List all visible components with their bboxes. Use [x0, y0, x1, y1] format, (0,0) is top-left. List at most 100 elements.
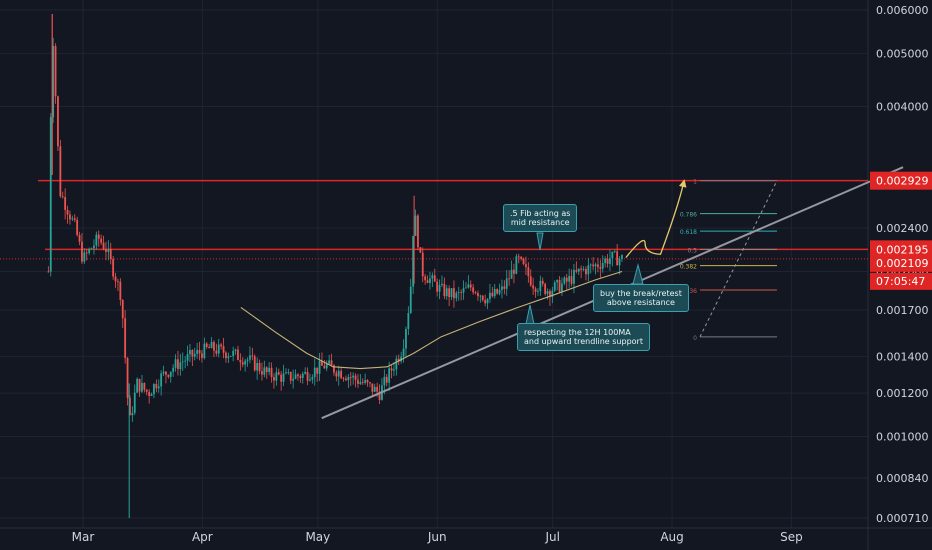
- candle-body: [489, 292, 491, 299]
- candle-body: [277, 372, 280, 375]
- candle-body: [184, 360, 187, 362]
- candle-body: [357, 379, 359, 384]
- candle-body: [107, 248, 110, 252]
- candle-body: [47, 271, 50, 273]
- candle-body: [208, 346, 211, 349]
- candle-body: [157, 386, 160, 389]
- candle-body: [580, 268, 583, 270]
- candle-body: [292, 378, 295, 381]
- time-tick-label: Sep: [780, 530, 803, 544]
- candle-body: [477, 293, 479, 297]
- price-tick-label: 0.001700: [876, 304, 929, 317]
- candle-body: [205, 343, 208, 347]
- candle-body: [172, 367, 175, 372]
- candle-body: [93, 245, 95, 249]
- candle-body: [438, 284, 441, 292]
- candle-body: [453, 288, 455, 299]
- candle-body: [316, 367, 319, 374]
- candle-body: [472, 287, 475, 293]
- candle-body: [141, 382, 143, 392]
- candle-body: [306, 371, 309, 381]
- candle-body: [234, 349, 237, 351]
- candle-body: [421, 252, 424, 277]
- candle-body: [537, 291, 539, 292]
- candle-body: [189, 349, 191, 355]
- candle-body: [479, 295, 482, 297]
- candle-body: [239, 360, 242, 363]
- candle-body: [599, 267, 602, 269]
- candle-body: [177, 359, 179, 370]
- projection-path: [625, 179, 687, 259]
- candle-body: [102, 242, 105, 250]
- candle-body: [383, 376, 386, 386]
- candle-body: [556, 279, 559, 283]
- candle-body: [297, 374, 299, 377]
- candle-body: [481, 295, 484, 301]
- candle-body: [498, 289, 501, 294]
- candle-body: [227, 356, 230, 359]
- candle-body: [587, 265, 590, 275]
- candle-body: [76, 219, 79, 236]
- candle-body: [304, 371, 307, 374]
- candle-body: [414, 215, 417, 236]
- candle-body: [484, 300, 487, 304]
- candle-body: [616, 251, 619, 266]
- annotation-buy-break-retest: buy the break/retest above resistance: [593, 284, 689, 312]
- candle-body: [347, 377, 350, 381]
- candle-body: [565, 277, 568, 282]
- candle-body: [66, 209, 69, 215]
- candle-body: [621, 255, 623, 259]
- candle-body: [52, 45, 55, 118]
- moving-average-line: [240, 270, 623, 370]
- candle-body: [376, 386, 379, 392]
- candle-body: [553, 282, 556, 291]
- candle-body: [105, 249, 107, 252]
- candle-body: [604, 258, 607, 264]
- candle-body: [513, 269, 515, 274]
- candle-body: [287, 371, 290, 373]
- candle-body: [220, 344, 223, 347]
- candle-body: [222, 346, 225, 353]
- candle-body: [611, 251, 614, 259]
- candle-body: [196, 350, 199, 354]
- candle-body: [417, 215, 419, 248]
- candle-body: [61, 196, 64, 198]
- candle-body: [258, 362, 261, 372]
- candle-body: [467, 284, 470, 288]
- candle-body: [577, 268, 580, 272]
- candle-body: [443, 283, 446, 297]
- candle-body: [349, 377, 352, 378]
- candle-body: [400, 356, 403, 362]
- candle-body: [210, 341, 213, 349]
- candle-body: [323, 365, 326, 369]
- candle-body: [503, 286, 506, 289]
- candle-body: [371, 383, 374, 392]
- candle-body: [78, 235, 81, 242]
- candle-body: [136, 378, 139, 393]
- candle-body: [285, 372, 287, 374]
- candle-body: [340, 370, 343, 379]
- candle-body: [179, 362, 182, 370]
- candle-body: [126, 358, 129, 398]
- candle-body: [390, 368, 393, 371]
- candle-body: [215, 350, 218, 354]
- candle-body: [64, 197, 67, 210]
- fib-level-label: 0.618: [680, 229, 697, 236]
- price-tick-label: 0.004000: [876, 101, 929, 114]
- price-tick-label: 0.001200: [876, 387, 929, 400]
- candle-body: [69, 214, 71, 220]
- candle-body: [573, 269, 575, 284]
- candle-body: [342, 378, 345, 380]
- candle-body: [544, 283, 547, 294]
- price-tick-label: 0.005000: [876, 47, 929, 60]
- candles: [47, 14, 623, 518]
- candle-body: [225, 352, 227, 359]
- candle-body: [409, 286, 412, 314]
- candle-body: [253, 356, 256, 371]
- candle-body: [592, 264, 595, 267]
- candle-body: [419, 247, 422, 253]
- candle-body: [282, 373, 285, 382]
- annotation-fib-mid-resistance: .5 Fib acting as mid resistance: [503, 204, 578, 232]
